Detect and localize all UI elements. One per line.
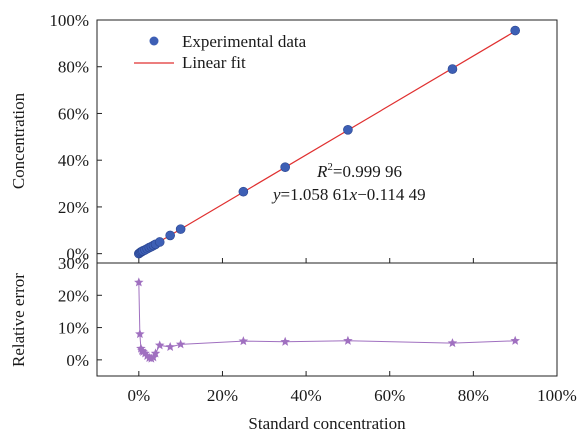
data-point: [510, 25, 520, 36]
eq-end: −0.114 49: [357, 185, 425, 204]
eq-y: y: [271, 185, 281, 204]
data-point: [343, 125, 353, 135]
fit-equation-annotation: y=1.058 61x−0.114 49: [271, 185, 426, 204]
top-y-tick-label: 100%: [49, 11, 89, 30]
top-axis-ticks: 0% 20% 40% 60% 80% 100%: [49, 11, 558, 264]
relative-error-line: [138, 282, 516, 360]
error-star-marker: [138, 346, 148, 356]
error-star-marker: [136, 343, 146, 353]
error-star-marker: [238, 336, 249, 346]
top-plot-frame: [96, 19, 558, 264]
bottom-y-axis-label: Relative error: [9, 273, 28, 367]
x-tick-label: 40%: [291, 386, 322, 405]
x-tick-label: 100%: [537, 386, 577, 405]
error-star-marker: [142, 350, 152, 361]
bottom-y-tick-label: 10%: [58, 319, 89, 338]
x-axis-label: Standard concentration: [248, 414, 406, 433]
r-squared-annotation: R2=0.999 96: [316, 161, 402, 181]
error-star-marker: [154, 340, 165, 350]
error-star-marker: [175, 339, 186, 349]
top-y-tick-label: 20%: [58, 198, 89, 217]
error-star-marker: [165, 341, 175, 351]
data-point: [280, 162, 290, 173]
error-star-marker: [343, 335, 353, 345]
bottom-y-tick-label: 30%: [58, 254, 89, 273]
legend: Experimental data Linear fit: [134, 32, 307, 72]
relative-error-series: [134, 277, 520, 363]
eq-mid: =1.058 61: [281, 185, 350, 204]
error-star-marker: [135, 329, 145, 339]
r2-symbol: R: [316, 162, 328, 181]
bottom-axis-ticks: 0% 10% 20% 30% 0% 20% 40% 60% 80% 100%: [58, 254, 577, 405]
top-y-tick-label: 60%: [58, 104, 89, 123]
r2-value: =0.999 96: [333, 162, 402, 181]
r2-superscript: 2: [327, 161, 333, 173]
top-y-tick-label: 40%: [58, 151, 89, 170]
error-star-marker: [140, 348, 150, 358]
top-y-axis-label: Concentration: [9, 92, 28, 189]
bottom-y-tick-label: 0%: [66, 351, 89, 370]
x-tick-label: 0%: [127, 386, 150, 405]
x-tick-label: 20%: [207, 386, 238, 405]
x-tick-label: 80%: [458, 386, 489, 405]
bottom-plot-frame: [96, 262, 558, 377]
x-tick-label: 60%: [374, 386, 405, 405]
eq-x: x: [349, 185, 358, 204]
legend-marker-experimental: [149, 36, 159, 46]
top-y-tick-label: 0%: [66, 245, 89, 264]
legend-label-linear-fit: Linear fit: [182, 53, 246, 72]
error-star-marker: [510, 335, 520, 345]
error-star-marker: [447, 338, 458, 348]
experimental-data-series: [134, 25, 520, 259]
bottom-y-tick-label: 20%: [58, 286, 89, 305]
data-point: [154, 237, 165, 247]
legend-label-experimental: Experimental data: [182, 32, 307, 51]
error-star-marker: [134, 277, 144, 287]
top-y-tick-label: 80%: [58, 58, 89, 77]
data-point: [447, 64, 458, 74]
error-star-marker: [280, 336, 290, 346]
data-point: [165, 230, 175, 241]
error-star-marker: [150, 348, 161, 358]
data-point: [238, 186, 249, 197]
data-point: [175, 224, 186, 234]
